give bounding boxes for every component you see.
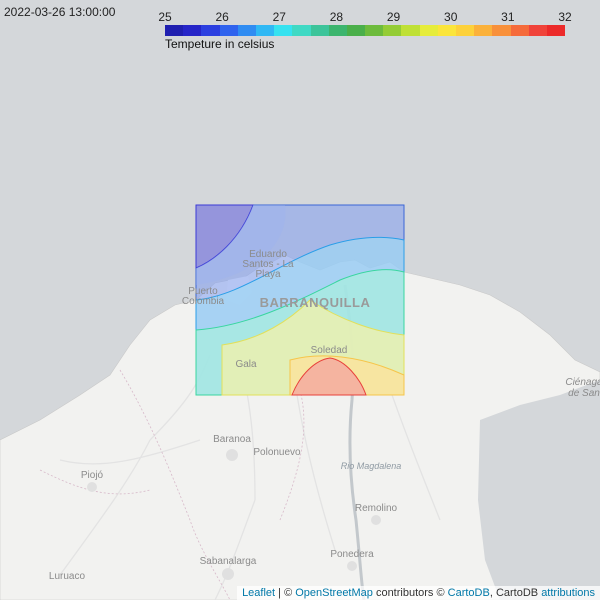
label-playa: Playa [255, 269, 280, 280]
town-markers [87, 449, 381, 580]
label-gala: Gala [235, 359, 257, 370]
legend-tick-25: 25 [158, 10, 172, 24]
legend-swatch [237, 25, 256, 36]
legend-swatch [528, 25, 547, 36]
legend-swatch [274, 25, 293, 36]
temperature-legend: 25 26 27 28 29 30 31 32 Tempeture in celsius [158, 10, 571, 51]
legend-swatch [419, 25, 438, 36]
dashed-boundaries [39, 369, 305, 600]
legend-swatch [292, 25, 311, 36]
label-soledad: Soledad [311, 345, 348, 356]
label-ponedera: Ponedera [330, 549, 374, 560]
legend-swatch [456, 25, 475, 36]
legend-swatch [510, 25, 529, 36]
legend-ticks: 25 26 27 28 29 30 31 32 [158, 10, 571, 24]
label-rio-magdalena: Rio Magdalena [341, 461, 402, 471]
legend-swatch [183, 25, 202, 36]
legend-swatch [492, 25, 511, 36]
attributions-link[interactable]: attributions [541, 587, 595, 599]
temperature-overlay [195, 204, 405, 396]
cienaga-water [478, 380, 600, 600]
legend-tick-29: 29 [386, 10, 401, 24]
legend-tick-31: 31 [501, 10, 515, 24]
legend-swatch [365, 25, 384, 36]
label-piojo: Piojó [81, 470, 104, 481]
legend-swatch [310, 25, 329, 36]
legend-swatch [546, 25, 566, 36]
legend-color-bar [165, 25, 566, 36]
map-attribution: Leaflet | © OpenStreetMap contributors ©… [237, 586, 600, 600]
timestamp-label: 2022-03-26 13:00:00 [4, 5, 116, 19]
legend-swatch [255, 25, 275, 36]
label-cienaga: Ciénaga [565, 377, 600, 388]
cartodb-link[interactable]: CartoDB [447, 587, 490, 599]
label-puerto: Puerto [188, 286, 218, 297]
leaflet-link[interactable]: Leaflet [242, 587, 276, 599]
openstreetmap-link[interactable]: OpenStreetMap [295, 587, 373, 599]
legend-swatch [474, 25, 493, 36]
attribution-sep: | © [275, 587, 296, 599]
label-baranoa: Baranoa [213, 434, 251, 445]
legend-swatch [201, 25, 220, 36]
legend-tick-26: 26 [215, 10, 229, 24]
label-de-san: de San [568, 388, 600, 399]
legend-swatch [219, 25, 238, 36]
legend-swatch [383, 25, 402, 36]
legend-swatch [165, 25, 184, 36]
legend-tick-28: 28 [329, 10, 344, 24]
label-luruaco: Luruaco [49, 571, 86, 582]
attribution-comma: , CartoDB [489, 587, 542, 599]
label-barranquilla: BARRANQUILLA [260, 295, 371, 310]
attribution-contributors: contributors © [372, 587, 448, 599]
label-polonuevo: Polonuevo [253, 447, 301, 458]
legend-tick-30: 30 [444, 10, 458, 24]
legend-tick-27: 27 [272, 10, 286, 24]
legend-tick-32: 32 [558, 10, 572, 24]
label-sabanalarga: Sabanalarga [200, 556, 257, 567]
legend-swatch [437, 25, 456, 36]
legend-swatch [346, 25, 366, 36]
legend-title: Tempeture in celsius [165, 37, 275, 51]
label-eduardo: Eduardo [249, 249, 287, 260]
place-labels: BARRANQUILLA Eduardo Santos - La Playa P… [49, 249, 600, 582]
legend-swatch [401, 25, 420, 36]
legend-swatch [328, 25, 347, 36]
label-remolino: Remolino [355, 503, 398, 514]
label-santos: Santos - La [242, 259, 294, 270]
label-colombia: Colombia [182, 296, 225, 307]
